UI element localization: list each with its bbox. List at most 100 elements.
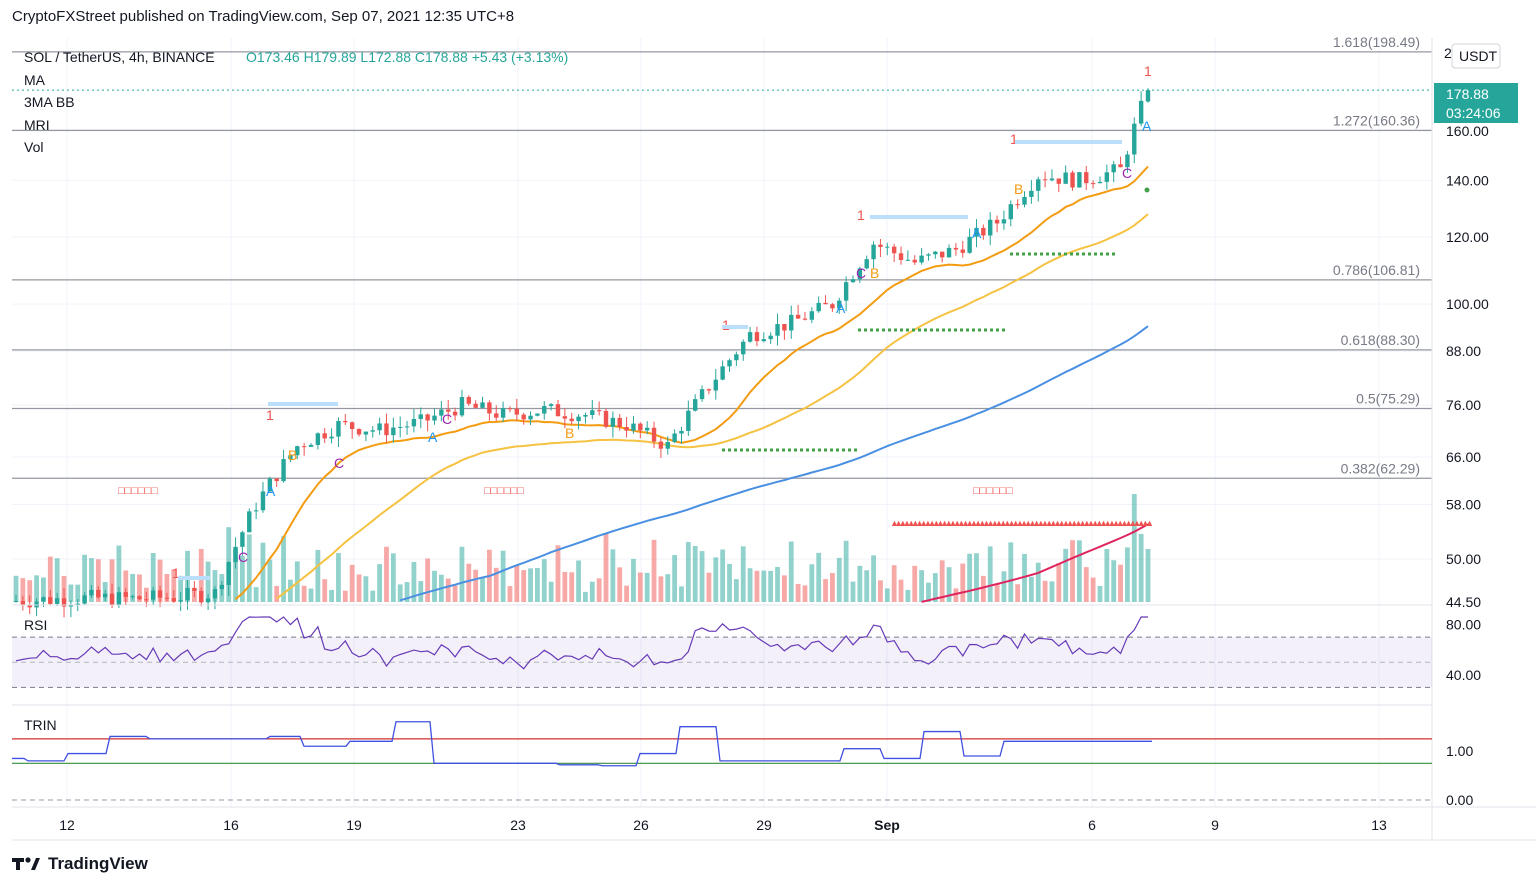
volume-bar [480,577,485,602]
price-tick: 44.50 [1446,594,1481,610]
candle-body [240,532,245,547]
fib-label: 0.786(106.81) [1333,262,1420,278]
candle-body [404,426,410,428]
currency-label[interactable]: USDT [1459,48,1498,64]
volume-bar [384,546,389,602]
candle-body [494,413,499,418]
candle-body [981,227,986,236]
candle-body [233,546,238,563]
candle-body [260,491,266,511]
volume-bar [830,573,835,602]
volume-bar [727,563,732,602]
candle-body [205,598,211,603]
time-tick: Sep [874,817,900,833]
wave-c-label: C [442,411,452,427]
candle-body [226,562,231,585]
candle-body [1042,179,1048,181]
volume-bar [54,558,60,602]
volume-bar [823,579,828,602]
volume-bar [699,551,705,602]
candle-body [631,423,636,431]
rsi-pane[interactable] [12,616,1432,688]
candle-body [686,410,691,431]
wave-b-label: B [870,265,879,281]
candles[interactable] [13,88,1151,618]
candle-body [775,324,780,336]
volume-bar [589,581,595,602]
candle-body [1090,183,1096,185]
candle-body [809,311,815,320]
volume-bar [109,559,115,602]
tradingview-footer[interactable]: TradingView [12,854,148,874]
volume-bar [761,570,767,602]
candle-body [391,427,396,436]
volume-bar [740,546,746,602]
volume-bar [521,570,527,602]
currency-badge[interactable] [1451,43,1501,69]
candle-body [212,589,218,599]
volume-bar [905,589,911,602]
candle-body [295,446,300,456]
candle-body [596,410,602,412]
volume-bar [34,575,39,602]
volume-bar [315,549,321,602]
grid [12,38,1432,807]
candle-body [34,601,39,608]
volume-bar [288,579,293,602]
last-price: 178.88 [1446,86,1489,102]
brand-name: TradingView [48,854,148,873]
rsi-tick: 80.00 [1446,617,1481,633]
volume-bar [246,534,252,602]
candle-body [301,446,307,448]
time-tick: 16 [223,817,239,833]
volume-bar [576,560,581,602]
volume-bar [1097,585,1103,602]
volume-bar [795,583,801,602]
candle-body [548,404,554,406]
volume-bar [679,586,684,602]
volume-bar [637,572,643,602]
time-axis[interactable]: 12 16 19 23 26 29 Sep 6 9 13 [59,817,1387,833]
volume-bar [610,549,616,602]
price-axis[interactable]: 160.00 140.00 120.00 100.00 88.00 76.00 66.00 5… [1446,123,1489,808]
candle-body [1022,196,1027,205]
volume-bar [233,548,238,602]
candle-body [171,598,176,602]
legend-symbol: SOL / TetherUS, 4h, BINANCE [24,49,215,65]
candle-body [41,597,46,602]
candle-body [638,423,643,431]
price-tick: 140.00 [1446,172,1489,188]
candle-body [288,455,293,460]
volume-bar [569,572,575,602]
candle-body [741,341,746,355]
fib-label: 0.5(75.29) [1356,391,1420,407]
candle-body [1111,164,1116,173]
volume-bar [342,590,348,602]
volume-bar [240,555,245,602]
candle-body [850,279,856,283]
volume-bar [89,558,94,602]
volume-bar [198,548,204,602]
candle-body [48,597,53,604]
volume-bar [212,570,218,602]
volume-bar [809,564,815,602]
volume-bar [685,542,691,602]
fib-label: 0.618(88.30) [1341,332,1420,348]
volume-bar [624,585,629,602]
candle-body [706,389,712,391]
candle-body [267,478,273,492]
candle-body [130,596,135,598]
candle-body [734,354,739,361]
rsi-tick: 40.00 [1446,667,1481,683]
candle-body [446,409,451,412]
candle-body [336,421,341,437]
candle-body [1070,172,1075,188]
rsi-label: RSI [24,617,47,633]
trin-pane[interactable] [12,721,1432,801]
wave-c-label: C [856,265,866,281]
volume-bar [912,565,918,602]
volume-bar [452,585,458,602]
volume-bar [150,552,156,602]
volume-bar [514,565,520,602]
